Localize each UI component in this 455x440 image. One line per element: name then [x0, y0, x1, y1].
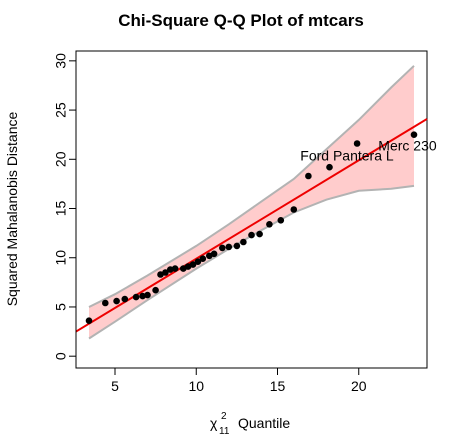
- x-axis-label: χ 2 11 Quantile: [210, 411, 290, 437]
- data-point-4: [121, 295, 129, 303]
- y-tick-label-20: 20: [53, 151, 69, 167]
- y-axis-label: Squared Mahalanobis Distance: [4, 112, 20, 307]
- x-axis-label-superscript: 2: [221, 411, 227, 422]
- data-point-2: [102, 299, 109, 307]
- data-point-29: [305, 172, 312, 180]
- data-point-15: [189, 261, 197, 268]
- chart-title: Chi-Square Q-Q Plot of mtcars: [118, 11, 364, 30]
- data-point-30: [326, 163, 333, 171]
- data-point-27: [277, 217, 285, 224]
- x-tick-label-5: 5: [111, 378, 119, 394]
- x-axis-label-text: Quantile: [238, 415, 290, 431]
- data-point-7: [144, 291, 151, 299]
- data-point-20: [219, 244, 226, 252]
- data-point-5: [132, 293, 140, 301]
- data-point-8: [152, 286, 159, 294]
- data-point-26: [266, 221, 273, 228]
- data-point-21: [225, 243, 233, 251]
- data-point-25: [256, 230, 263, 238]
- y-tick-label-10: 10: [53, 250, 69, 266]
- data-point-19: [210, 250, 218, 258]
- y-axis: 0 5 10 15 20 25 30: [53, 53, 77, 360]
- data-point-31: [353, 140, 361, 147]
- data-point-23: [240, 238, 247, 246]
- x-tick-label-20: 20: [351, 378, 367, 394]
- data-point-17: [199, 255, 207, 262]
- y-tick-label-30: 30: [53, 53, 69, 69]
- data-point-12: [171, 265, 179, 272]
- x-tick-label-10: 10: [188, 378, 204, 394]
- x-tick-label-15: 15: [270, 378, 286, 394]
- x-axis-label-subscript: 11: [219, 426, 230, 437]
- data-points: [85, 131, 418, 325]
- data-point-22: [233, 242, 241, 250]
- annotation-1: Ford Pantera L: [300, 147, 394, 163]
- data-point-6: [139, 292, 146, 300]
- data-point-28: [290, 206, 298, 213]
- data-point-16: [194, 258, 202, 266]
- x-axis-label-symbol: χ: [210, 415, 218, 431]
- data-point-24: [248, 231, 255, 239]
- y-tick-label-5: 5: [53, 303, 69, 311]
- data-point-3: [113, 297, 120, 305]
- data-point-32: [410, 131, 418, 138]
- data-point-1: [85, 317, 93, 325]
- data-point-10: [162, 269, 169, 276]
- x-axis: 5 10 15 20: [111, 367, 367, 394]
- y-tick-label-15: 15: [53, 201, 69, 217]
- y-tick-label-25: 25: [53, 102, 69, 118]
- band-upper-edge: [88, 65, 415, 308]
- annotation-2: Merc 230: [378, 137, 437, 153]
- y-tick-label-0: 0: [53, 352, 69, 360]
- band-lower-edge: [88, 184, 415, 340]
